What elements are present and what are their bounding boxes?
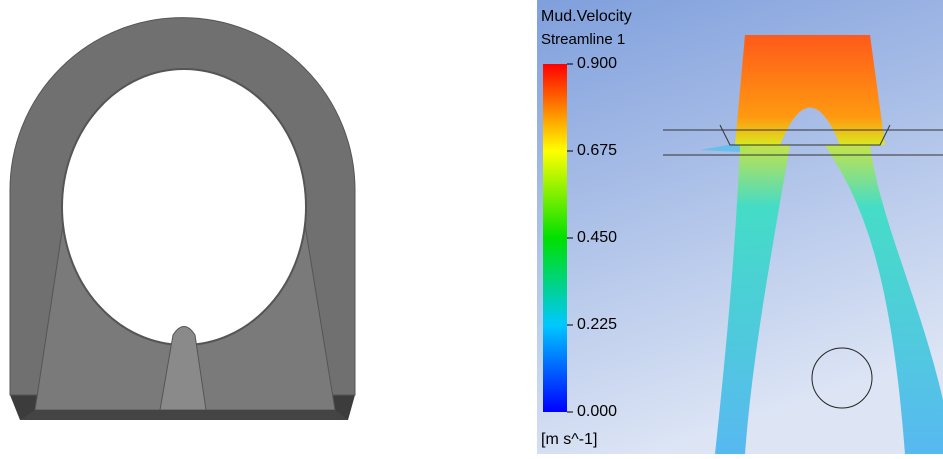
colorbar-gradient [543,64,567,412]
hole [62,69,306,345]
tick-label: 0.450 [577,229,617,246]
tick-label: 0.000 [577,403,617,420]
colorbar-subtitle: Streamline 1 [541,31,625,48]
figure: Mud.Velocity Streamline 1 [m s^-1] 0.900… [0,0,943,454]
tick-label: 0.900 [577,55,617,72]
part-drawing [10,18,355,420]
page: Mud.Velocity Streamline 1 [m s^-1] 0.900… [0,0,943,454]
base-front [20,410,348,420]
colorbar-title: Mud.Velocity [541,8,632,25]
tick-label: 0.225 [577,316,617,333]
colorbar-unit: [m s^-1] [541,431,597,448]
tick-label: 0.675 [577,142,617,159]
